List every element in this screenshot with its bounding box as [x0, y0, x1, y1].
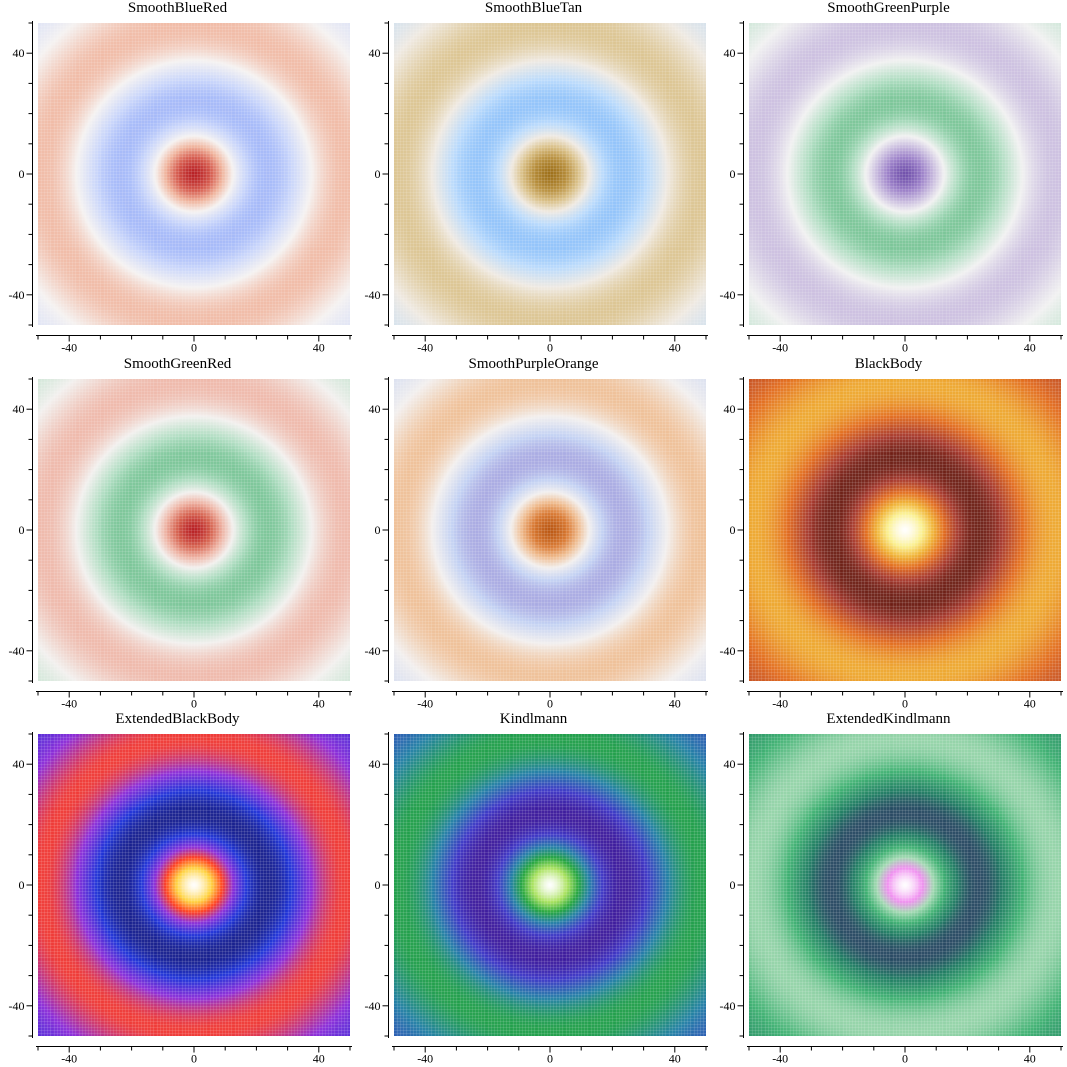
- y-tick-label: -40: [720, 288, 736, 302]
- heatmap-image: [394, 379, 706, 681]
- y-tick-label: 40: [369, 402, 381, 416]
- x-tick-label: 0: [191, 697, 197, 711]
- x-tick-label: 40: [1024, 341, 1036, 355]
- y-tick-label: 0: [19, 167, 25, 181]
- panel-title: SmoothBlueTan: [484, 0, 583, 16]
- y-tick-label: 0: [730, 523, 736, 537]
- x-tick-label: 40: [669, 341, 681, 355]
- panel-title: ExtendedBlackBody: [115, 711, 240, 727]
- heatmap-image: [38, 379, 350, 681]
- x-tick-label: 40: [313, 1052, 325, 1066]
- x-tick-label: 40: [313, 341, 325, 355]
- x-tick-label: 40: [669, 697, 681, 711]
- y-tick-label: 40: [369, 757, 381, 771]
- axes: -40 0 40 40 0 -40: [9, 377, 352, 711]
- heatmap-image: [749, 379, 1061, 681]
- x-tick-label: -40: [417, 1052, 433, 1066]
- y-tick-label: 40: [724, 757, 736, 771]
- x-tick-label: 0: [547, 341, 553, 355]
- x-tick-label: -40: [772, 1052, 788, 1066]
- y-tick-label: 40: [724, 46, 736, 60]
- x-tick-label: 0: [191, 1052, 197, 1066]
- axes: -40 0 40 40 0 -40: [720, 377, 1063, 711]
- y-tick-label: -40: [365, 999, 381, 1013]
- x-tick-label: 0: [902, 1052, 908, 1066]
- panel-title: SmoothPurpleOrange: [468, 356, 599, 372]
- axes: -40 0 40 40 0 -40: [9, 732, 352, 1066]
- y-tick-label: 0: [19, 523, 25, 537]
- x-tick-label: 0: [902, 341, 908, 355]
- axes: -40 0 40 40 0 -40: [365, 21, 708, 355]
- panel-title: SmoothGreenPurple: [827, 0, 950, 16]
- axes: -40 0 40 40 0 -40: [720, 732, 1063, 1066]
- x-tick-label: -40: [61, 697, 77, 711]
- colormap-panel: BlackBody -40 0 40 40 0 -40: [711, 356, 1066, 711]
- x-tick-label: 40: [1024, 1052, 1036, 1066]
- x-tick-label: 0: [191, 341, 197, 355]
- y-tick-label: 40: [13, 402, 25, 416]
- y-tick-label: 40: [724, 402, 736, 416]
- y-tick-label: 0: [375, 878, 381, 892]
- y-tick-label: 40: [369, 46, 381, 60]
- heatmap-image: [38, 23, 350, 325]
- y-tick-label: 0: [375, 167, 381, 181]
- x-tick-label: 0: [902, 697, 908, 711]
- y-tick-label: 0: [730, 167, 736, 181]
- colormap-panel: SmoothBlueTan -40 0 40 40 0 -40: [356, 0, 711, 355]
- x-tick-label: -40: [61, 1052, 77, 1066]
- y-tick-label: 40: [13, 757, 25, 771]
- colormap-panel: SmoothGreenPurple -40 0 40 40 0 -40: [711, 0, 1066, 355]
- colormap-panel: ExtendedKindlmann -40 0 40 40 0 -40: [711, 711, 1066, 1066]
- heatmap-image: [394, 734, 706, 1036]
- y-tick-label: 0: [19, 878, 25, 892]
- panel-title: ExtendedKindlmann: [826, 711, 951, 727]
- x-tick-label: -40: [417, 341, 433, 355]
- colormap-panel: ExtendedBlackBody -40 0 40 40 0 -40: [0, 711, 355, 1066]
- x-tick-label: -40: [772, 697, 788, 711]
- panel-title: SmoothBlueRed: [127, 0, 228, 16]
- colormap-panel: SmoothPurpleOrange -40 0 40 40 0 -40: [356, 356, 711, 711]
- y-tick-label: -40: [9, 288, 25, 302]
- y-tick-label: -40: [9, 644, 25, 658]
- x-tick-label: 0: [547, 697, 553, 711]
- heatmap-image: [394, 23, 706, 325]
- y-tick-label: -40: [720, 999, 736, 1013]
- panel-title: Kindlmann: [499, 711, 568, 727]
- y-tick-label: -40: [365, 288, 381, 302]
- colormap-panel: Kindlmann -40 0 40 40 0 -40: [356, 711, 711, 1066]
- y-tick-label: -40: [9, 999, 25, 1013]
- axes: -40 0 40 40 0 -40: [365, 732, 708, 1066]
- axes: -40 0 40 40 0 -40: [720, 21, 1063, 355]
- x-tick-label: -40: [772, 341, 788, 355]
- colormap-panel: SmoothBlueRed -40 0 40 40 0 -40: [0, 0, 355, 355]
- x-tick-label: -40: [417, 697, 433, 711]
- y-tick-label: 0: [730, 878, 736, 892]
- x-tick-label: 40: [669, 1052, 681, 1066]
- y-tick-label: -40: [720, 644, 736, 658]
- panel-title: BlackBody: [854, 356, 923, 372]
- x-tick-label: -40: [61, 341, 77, 355]
- x-tick-label: 40: [313, 697, 325, 711]
- y-tick-label: 0: [375, 523, 381, 537]
- panel-title: SmoothGreenRed: [123, 356, 232, 372]
- heatmap-image: [38, 734, 350, 1036]
- axes: -40 0 40 40 0 -40: [9, 21, 352, 355]
- y-tick-label: -40: [365, 644, 381, 658]
- axes: -40 0 40 40 0 -40: [365, 377, 708, 711]
- heatmap-image: [749, 734, 1061, 1036]
- colormap-panel: SmoothGreenRed -40 0 40 40 0 -40: [0, 356, 355, 711]
- x-tick-label: 40: [1024, 697, 1036, 711]
- heatmap-image: [749, 23, 1061, 325]
- y-tick-label: 40: [13, 46, 25, 60]
- x-tick-label: 0: [547, 1052, 553, 1066]
